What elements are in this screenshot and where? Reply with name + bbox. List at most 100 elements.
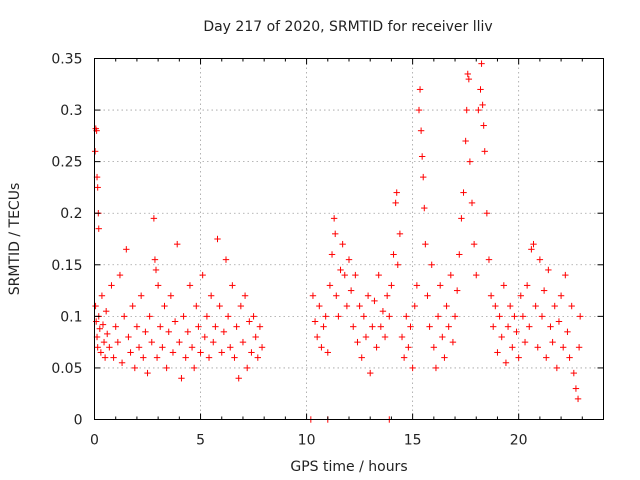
data-point <box>396 230 404 238</box>
data-point <box>379 308 387 315</box>
data-point <box>246 318 253 325</box>
data-point <box>464 70 471 78</box>
chart-title: Day 217 of 2020, SRMTID for receiver lli… <box>203 19 492 35</box>
data-point <box>462 137 469 145</box>
data-point <box>354 338 361 346</box>
data-point <box>133 323 141 330</box>
data-point <box>322 313 329 320</box>
data-point <box>375 271 382 279</box>
data-point <box>449 338 457 346</box>
data-point <box>367 369 374 377</box>
data-point <box>447 271 454 279</box>
data-point <box>148 338 155 346</box>
data-point <box>112 323 119 330</box>
data-point <box>562 271 569 279</box>
data-point <box>311 318 319 325</box>
data-point <box>201 333 208 341</box>
data-point <box>519 313 527 320</box>
data-point <box>405 344 412 351</box>
y-tick-label: 0.2 <box>60 206 82 222</box>
data-point <box>100 338 108 346</box>
plot-frame <box>94 58 604 420</box>
data-point <box>572 385 580 392</box>
data-point <box>465 75 473 83</box>
data-point <box>116 271 124 279</box>
data-point <box>490 323 497 330</box>
data-point <box>481 148 488 155</box>
data-point <box>458 215 465 222</box>
data-point <box>91 148 99 155</box>
data-point <box>479 101 486 109</box>
data-point <box>551 302 558 310</box>
data-point <box>335 313 342 320</box>
data-point <box>203 313 211 320</box>
data-point <box>415 106 423 114</box>
data-point <box>468 199 476 207</box>
data-point <box>205 354 213 361</box>
data-point <box>478 60 485 67</box>
data-point <box>557 292 565 299</box>
data-point <box>509 344 516 351</box>
data-point <box>513 328 520 336</box>
data-point <box>413 282 421 289</box>
data-point <box>182 354 189 361</box>
data-point <box>190 364 198 372</box>
data-point <box>99 321 107 328</box>
data-point <box>364 292 372 299</box>
data-point <box>144 369 151 377</box>
x-tick-label: 0 <box>90 433 99 449</box>
data-point <box>555 318 563 325</box>
data-point <box>163 364 170 372</box>
data-point <box>475 106 482 114</box>
data-point <box>326 282 334 289</box>
data-point <box>178 375 185 382</box>
data-point <box>125 333 132 341</box>
data-point <box>526 323 533 330</box>
data-point <box>545 266 552 274</box>
data-point <box>169 349 177 356</box>
data-point <box>566 354 573 361</box>
data-point <box>241 292 249 299</box>
data-point <box>575 344 583 351</box>
data-point <box>386 313 393 320</box>
data-point <box>95 225 102 232</box>
data-point <box>407 323 414 330</box>
data-point <box>159 344 166 351</box>
data-point <box>318 344 325 351</box>
data-point <box>220 328 228 336</box>
data-point <box>409 364 416 372</box>
data-point <box>360 313 368 320</box>
data-point <box>231 354 238 361</box>
data-point <box>549 338 556 346</box>
data-point <box>576 313 584 320</box>
data-point <box>152 266 160 274</box>
data-point <box>218 349 225 356</box>
data-point <box>165 328 172 336</box>
data-point <box>343 302 351 310</box>
y-tick-label: 0.35 <box>51 52 82 68</box>
data-point <box>564 328 571 336</box>
data-point <box>398 333 406 341</box>
data-point <box>252 333 259 341</box>
data-point <box>180 313 187 320</box>
data-point <box>432 364 440 372</box>
data-point <box>114 338 122 346</box>
data-point <box>420 173 427 181</box>
data-point <box>171 318 179 325</box>
data-point <box>456 251 463 258</box>
data-point <box>339 240 346 248</box>
y-tick-label: 0.3 <box>60 103 82 119</box>
data-point <box>345 256 353 263</box>
data-point <box>98 292 106 299</box>
data-point <box>568 302 575 310</box>
data-point <box>369 323 376 330</box>
data-point <box>496 313 503 320</box>
data-point <box>356 302 363 310</box>
data-point <box>229 282 236 289</box>
x-axis-label: GPS time / hours <box>290 459 407 475</box>
data-point <box>224 313 232 320</box>
x-tick-label: 15 <box>404 433 422 449</box>
y-tick-label: 0 <box>74 413 83 429</box>
data-point <box>197 349 204 356</box>
data-point <box>137 292 145 299</box>
